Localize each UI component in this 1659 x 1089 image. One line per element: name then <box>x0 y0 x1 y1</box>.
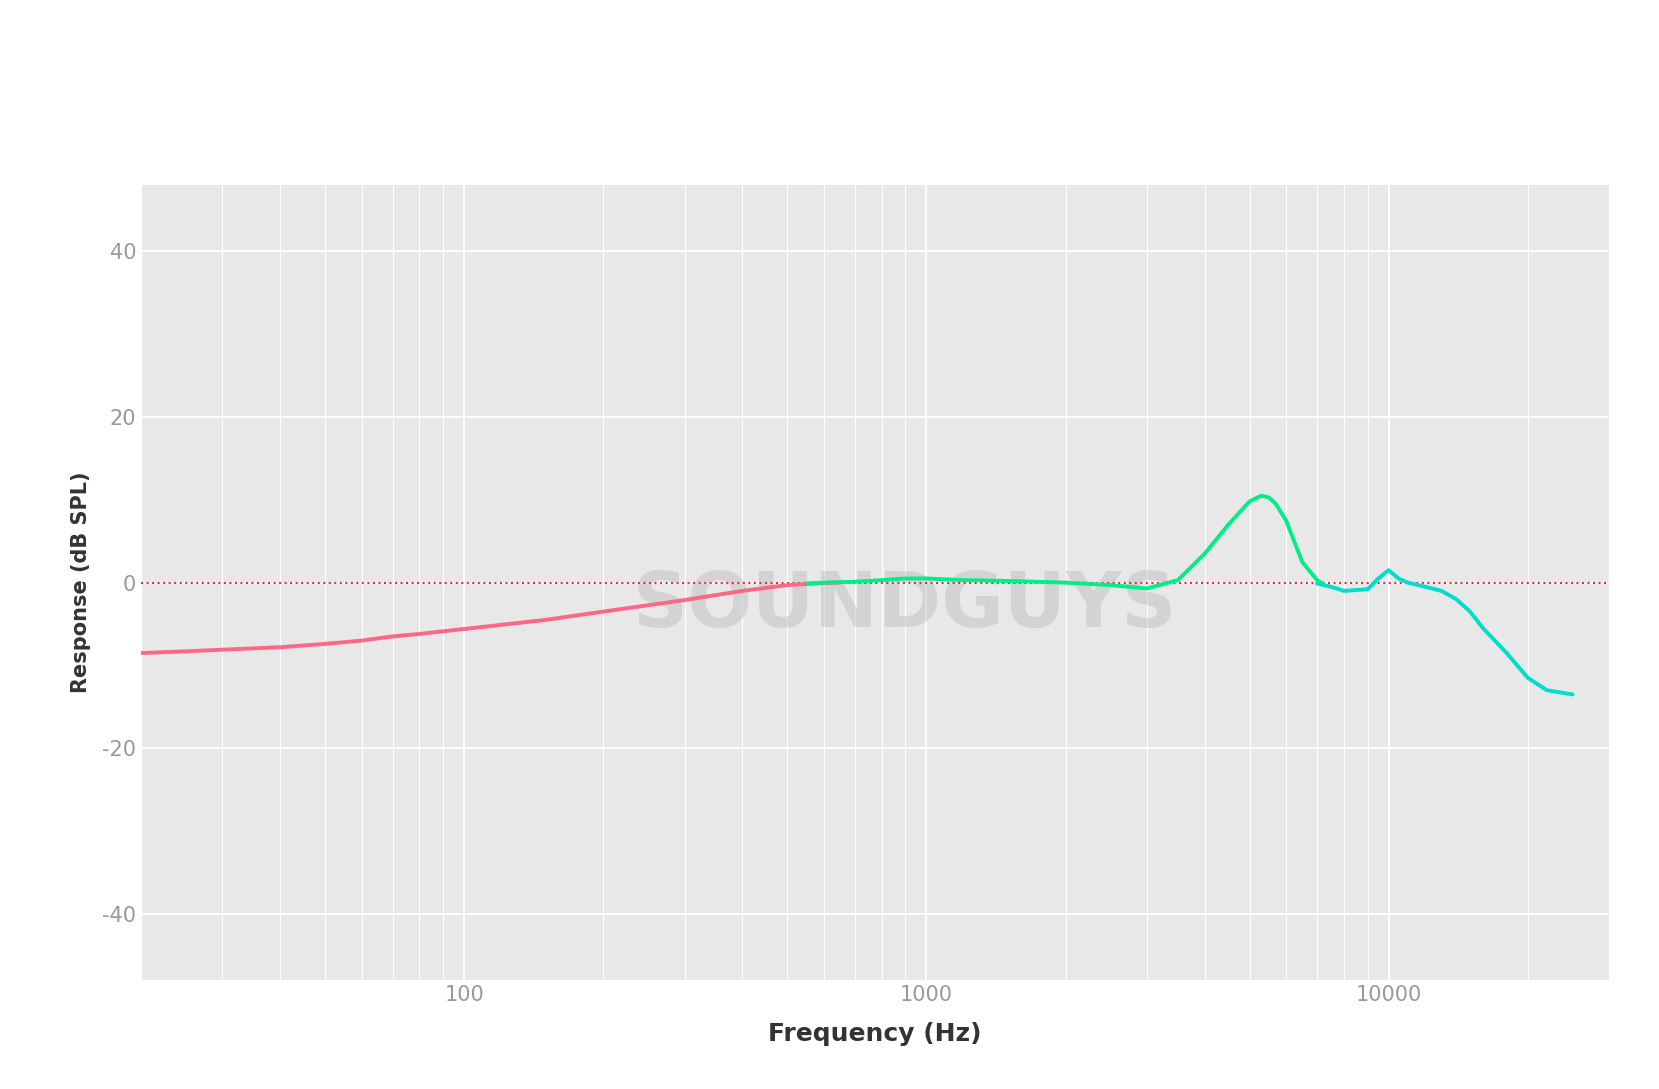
Text: RHA T20 Wireless (treble filter) Frequency Response: RHA T20 Wireless (treble filter) Frequen… <box>211 51 1448 94</box>
Y-axis label: Response (dB SPL): Response (dB SPL) <box>71 472 91 694</box>
Text: SOUNDGUYS: SOUNDGUYS <box>632 570 1176 644</box>
X-axis label: Frequency (Hz): Frequency (Hz) <box>768 1021 982 1045</box>
